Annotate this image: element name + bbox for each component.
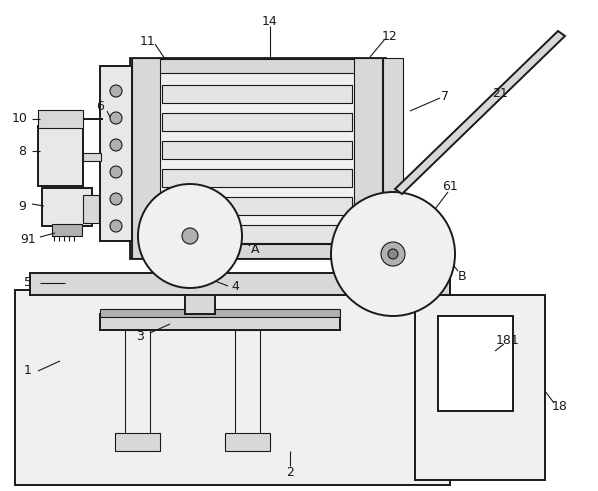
Text: 18: 18 bbox=[552, 400, 568, 412]
Text: B: B bbox=[457, 270, 466, 282]
Text: 91: 91 bbox=[20, 233, 36, 246]
Text: 21: 21 bbox=[492, 86, 508, 100]
Circle shape bbox=[388, 249, 398, 259]
Text: 5: 5 bbox=[24, 276, 32, 290]
Circle shape bbox=[182, 228, 198, 244]
Circle shape bbox=[110, 139, 122, 151]
Text: 4: 4 bbox=[231, 279, 239, 293]
Text: 14: 14 bbox=[262, 15, 278, 27]
Text: 9: 9 bbox=[18, 199, 26, 213]
Polygon shape bbox=[395, 31, 565, 194]
Bar bbox=[100, 314, 340, 330]
Bar bbox=[189, 271, 211, 289]
Text: A: A bbox=[251, 243, 260, 255]
Bar bbox=[354, 58, 382, 258]
Bar bbox=[235, 330, 260, 436]
Circle shape bbox=[381, 242, 405, 266]
Bar bbox=[38, 110, 83, 128]
Bar bbox=[42, 188, 92, 226]
Bar bbox=[162, 169, 352, 187]
Circle shape bbox=[138, 184, 242, 288]
Bar bbox=[38, 126, 83, 186]
Bar bbox=[132, 244, 383, 258]
Bar bbox=[162, 113, 352, 131]
Text: 7: 7 bbox=[441, 89, 449, 103]
Bar bbox=[15, 290, 450, 485]
Bar bbox=[162, 85, 352, 103]
Bar bbox=[415, 295, 545, 480]
Bar bbox=[115, 433, 160, 451]
Circle shape bbox=[110, 220, 122, 232]
Bar bbox=[132, 59, 383, 73]
Circle shape bbox=[110, 166, 122, 178]
Bar bbox=[52, 224, 82, 236]
Circle shape bbox=[110, 193, 122, 205]
Text: 2: 2 bbox=[286, 466, 294, 480]
Bar bbox=[438, 316, 513, 411]
Text: 12: 12 bbox=[382, 29, 398, 43]
Bar bbox=[383, 58, 403, 258]
Text: 181: 181 bbox=[496, 334, 520, 348]
Bar bbox=[100, 309, 340, 317]
Text: 10: 10 bbox=[12, 111, 28, 125]
Circle shape bbox=[110, 112, 122, 124]
Text: 1: 1 bbox=[24, 364, 32, 378]
Bar bbox=[83, 195, 99, 223]
Bar bbox=[162, 141, 352, 159]
Bar bbox=[185, 286, 215, 314]
Text: 61: 61 bbox=[442, 180, 458, 192]
Bar bbox=[196, 263, 205, 273]
Bar bbox=[30, 273, 450, 295]
Circle shape bbox=[110, 85, 122, 97]
Text: 3: 3 bbox=[136, 329, 144, 343]
Circle shape bbox=[331, 192, 455, 316]
Text: 6: 6 bbox=[96, 100, 104, 112]
Text: 11: 11 bbox=[140, 34, 156, 48]
Bar bbox=[83, 153, 101, 161]
Bar bbox=[162, 225, 352, 243]
Bar bbox=[162, 197, 352, 215]
Bar bbox=[225, 433, 270, 451]
Text: 8: 8 bbox=[18, 144, 26, 158]
Bar bbox=[100, 66, 132, 241]
Bar bbox=[132, 58, 160, 258]
Bar bbox=[130, 58, 385, 258]
Bar bbox=[125, 330, 150, 436]
